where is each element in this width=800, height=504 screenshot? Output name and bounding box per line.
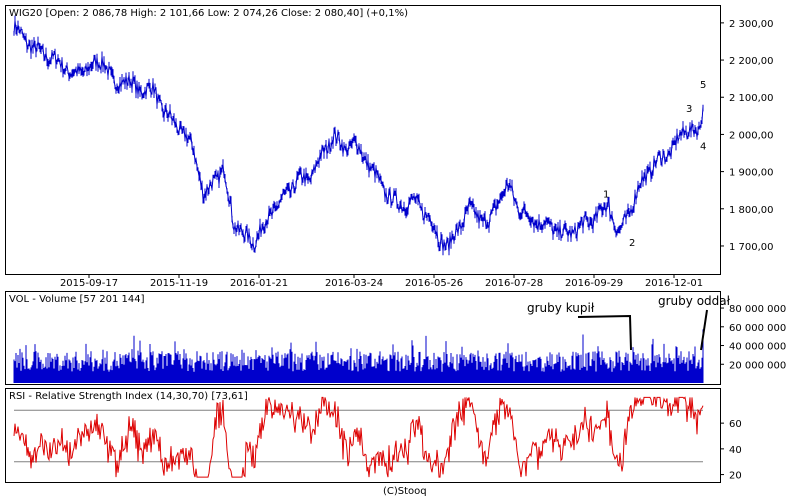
x-tick-label: 2016-07-28 <box>485 278 543 289</box>
rsi-y-tick-label: 60 <box>729 419 742 430</box>
wave-label-2: 2 <box>629 238 635 249</box>
annotation-stroke-sold <box>700 309 708 351</box>
x-tick-label: 2016-03-24 <box>325 278 383 289</box>
price-y-tick-label: 1 700,00 <box>729 242 774 253</box>
wave-label-3: 3 <box>686 104 692 115</box>
wave-label-1: 1 <box>603 190 609 201</box>
rsi-panel-frame <box>5 388 721 483</box>
x-tick-label: 2016-12-01 <box>645 278 703 289</box>
rsi-line <box>13 396 704 478</box>
x-tick-label: 2016-05-26 <box>405 278 463 289</box>
volume-y-tick-label: 60 000 000 <box>729 323 786 334</box>
price-y-tick-label: 1 800,00 <box>729 205 774 216</box>
volume-y-tick-label: 20 000 000 <box>729 360 786 371</box>
price-line <box>13 20 704 252</box>
rsi-y-tick-label: 20 <box>729 471 742 482</box>
wave-label-4: 4 <box>700 141 706 152</box>
x-tick-label: 2016-01-21 <box>230 278 288 289</box>
rsi-y-tick-label: 40 <box>729 445 742 456</box>
x-tick-label: 2016-09-29 <box>565 278 623 289</box>
annotation-gruby-oddal: gruby oddał <box>658 294 731 308</box>
price-y-tick-label: 1 900,00 <box>729 168 774 179</box>
wave-label-5: 5 <box>700 80 706 91</box>
price-y-tick-label: 2 000,00 <box>729 130 774 141</box>
copyright-label: (C)Stooq <box>383 486 427 497</box>
price-y-tick-label: 2 200,00 <box>729 56 774 67</box>
price-panel-title: WIG20 [Open: 2 086,78 High: 2 101,66 Low… <box>9 8 408 19</box>
rsi-panel-title: RSI - Relative Strength Index (14,30,70)… <box>9 391 248 402</box>
x-tick-label: 2015-09-17 <box>60 278 118 289</box>
volume-y-tick-label: 40 000 000 <box>729 342 786 353</box>
price-y-tick-label: 2 300,00 <box>729 19 774 30</box>
x-tick-label: 2015-11-19 <box>150 278 208 289</box>
volume-panel-title: VOL - Volume [57 201 144] <box>9 294 145 305</box>
annotation-gruby-kupil: gruby kupił <box>527 301 595 315</box>
volume-bars <box>13 329 704 383</box>
price-y-tick-label: 2 100,00 <box>729 93 774 104</box>
price-panel-frame <box>5 5 721 275</box>
volume-y-tick-label: 80 000 000 <box>729 304 786 315</box>
annotation-stroke-bought <box>577 314 632 351</box>
